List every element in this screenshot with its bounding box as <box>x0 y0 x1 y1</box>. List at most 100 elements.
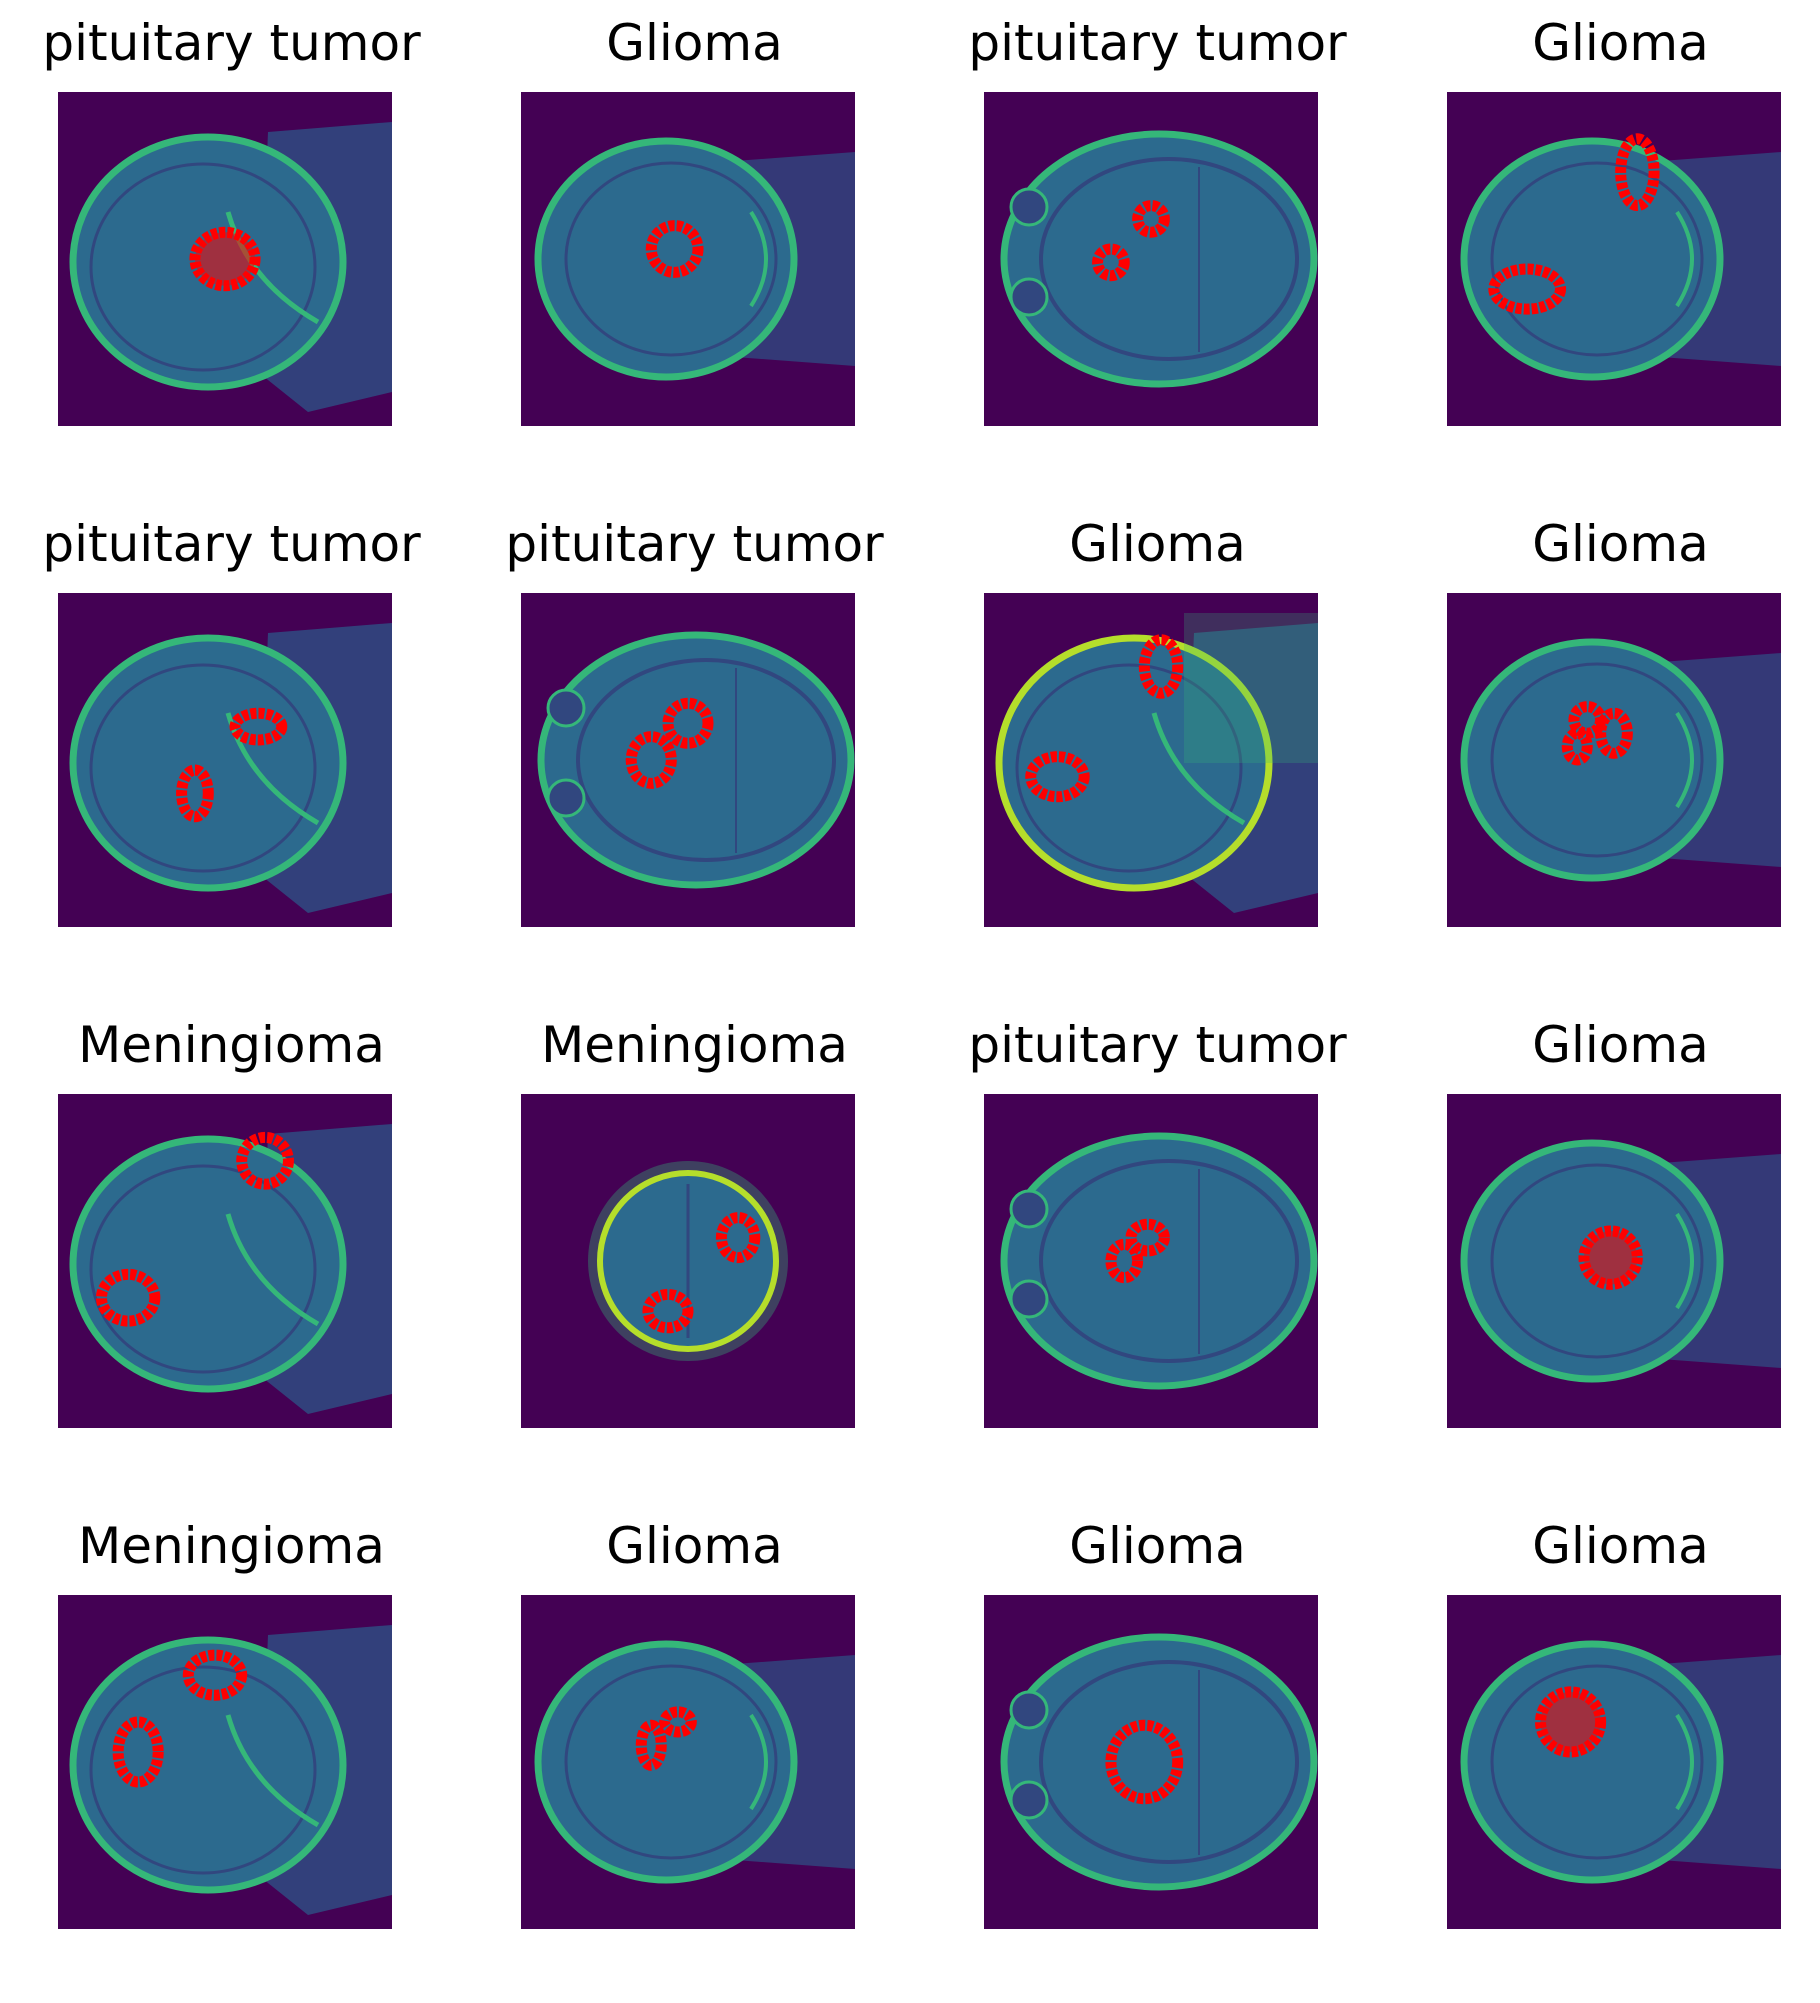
skull-outline <box>69 1636 347 1894</box>
brainstem <box>225 1714 320 1828</box>
tumor-marker <box>642 1288 694 1334</box>
eye-right <box>1009 277 1049 317</box>
tumor-marker <box>95 1268 161 1327</box>
brain-outline <box>1490 662 1704 858</box>
scan-panel: Glioma <box>1389 1002 1820 1502</box>
brain-outline <box>576 658 836 862</box>
mri-scan-svg <box>1460 133 1781 381</box>
scan-panel: pituitary tumor <box>926 1002 1389 1502</box>
skull-outline <box>69 1135 347 1393</box>
panel-title: pituitary tumor <box>42 14 421 72</box>
tumor-marker <box>662 697 714 749</box>
tumor-marker <box>1138 634 1184 699</box>
brain-outline <box>1039 157 1299 361</box>
skull-outline <box>534 137 798 381</box>
brain-outline <box>564 161 778 357</box>
eye-left <box>1009 1690 1049 1730</box>
tumor-marker <box>1535 1686 1607 1758</box>
mri-scan-image <box>58 1595 392 1929</box>
scan-panel: pituitary tumor <box>926 0 1389 500</box>
eye-left <box>546 688 586 728</box>
tumor-marker <box>659 1706 697 1738</box>
mri-scan-image <box>1447 1094 1781 1428</box>
eye-right <box>1009 1279 1049 1319</box>
skull-outline <box>69 634 347 892</box>
tumor-marker <box>1105 1719 1184 1805</box>
brain-outline <box>564 1664 778 1860</box>
tumor-marker <box>229 707 288 746</box>
skull-outline <box>534 1640 798 1884</box>
tumor-marker <box>1615 133 1660 212</box>
scan-panel: pituitary tumor <box>463 501 926 1001</box>
tumor-marker <box>1105 1238 1144 1284</box>
panel-title: pituitary tumor <box>42 515 421 573</box>
tumor-marker <box>1595 707 1633 759</box>
skull-outline <box>1000 1132 1318 1390</box>
brain-outline <box>89 162 317 372</box>
scan-panel: Glioma <box>463 1503 926 2003</box>
brain-outline <box>1490 161 1704 357</box>
mri-scan-svg <box>1460 1139 1781 1383</box>
panel-title: pituitary tumor <box>968 1016 1347 1074</box>
scan-panel: Glioma <box>926 501 1389 1001</box>
mri-scan-image <box>58 92 392 426</box>
mri-scan-image <box>521 1595 855 1929</box>
mri-scan-svg <box>588 1161 788 1361</box>
skull-base <box>1675 1713 1694 1811</box>
tumor-marker <box>1561 727 1593 766</box>
brain-outline <box>89 1164 317 1374</box>
panel-title: Glioma <box>1532 515 1709 573</box>
mri-scan-image <box>521 1094 855 1428</box>
mri-scan-image <box>984 1094 1318 1428</box>
tumor-marker <box>1092 243 1130 282</box>
tumor-marker <box>1125 1218 1170 1257</box>
scan-panel: Glioma <box>463 0 926 500</box>
mri-scan-svg <box>69 1124 392 1414</box>
mri-scan-svg <box>534 137 855 381</box>
tumor-marker <box>1578 1225 1643 1290</box>
brain-outline <box>1490 1664 1704 1860</box>
brain-outline <box>1039 1159 1299 1363</box>
eye-left <box>1009 187 1049 227</box>
eye-right <box>546 778 586 818</box>
panel-title: Meningioma <box>541 1016 848 1074</box>
mri-scan-svg <box>1000 130 1318 388</box>
panel-title: pituitary tumor <box>505 515 884 573</box>
scan-panel: Glioma <box>1389 1503 1820 2003</box>
eye-right <box>1009 1780 1049 1820</box>
scan-panel: Glioma <box>1389 501 1820 1001</box>
brain-outline <box>1490 1163 1704 1359</box>
scan-panel: Meningioma <box>463 1002 926 1502</box>
panel-title: Glioma <box>1069 1517 1246 1575</box>
scan-panel: Meningioma <box>0 1002 463 1502</box>
tumor-marker <box>176 764 214 823</box>
mri-scan-image <box>1447 593 1781 927</box>
mri-scan-svg <box>69 623 392 913</box>
tumor-marker <box>1025 751 1090 803</box>
skull-base <box>1675 1212 1694 1310</box>
eye-left <box>1009 1189 1049 1229</box>
panel-title: Glioma <box>1069 515 1246 573</box>
panel-title: Meningioma <box>78 1016 385 1074</box>
brainstem <box>1151 712 1246 826</box>
brain-outline <box>89 663 317 873</box>
tumor-marker <box>625 731 677 789</box>
panel-title: Glioma <box>606 14 783 72</box>
mri-scan-svg <box>995 613 1318 913</box>
skull-outline <box>1460 137 1724 381</box>
tumor-marker <box>189 226 261 292</box>
scan-panel: Glioma <box>1389 0 1820 500</box>
mri-scan-image <box>984 593 1318 927</box>
mri-scan-image <box>58 1094 392 1428</box>
skull-outline <box>1000 130 1318 388</box>
skull-base <box>749 1713 768 1811</box>
skull-base <box>1675 711 1694 809</box>
tumor-marker <box>1132 200 1170 238</box>
tumor-marker <box>182 1649 248 1701</box>
brain-outline <box>89 1665 317 1875</box>
skull-base <box>1675 210 1694 308</box>
panel-title: Glioma <box>1532 1016 1709 1074</box>
skull-outline <box>1460 638 1724 882</box>
brain-outline <box>1039 1660 1299 1864</box>
mri-scan-image <box>984 1595 1318 1929</box>
